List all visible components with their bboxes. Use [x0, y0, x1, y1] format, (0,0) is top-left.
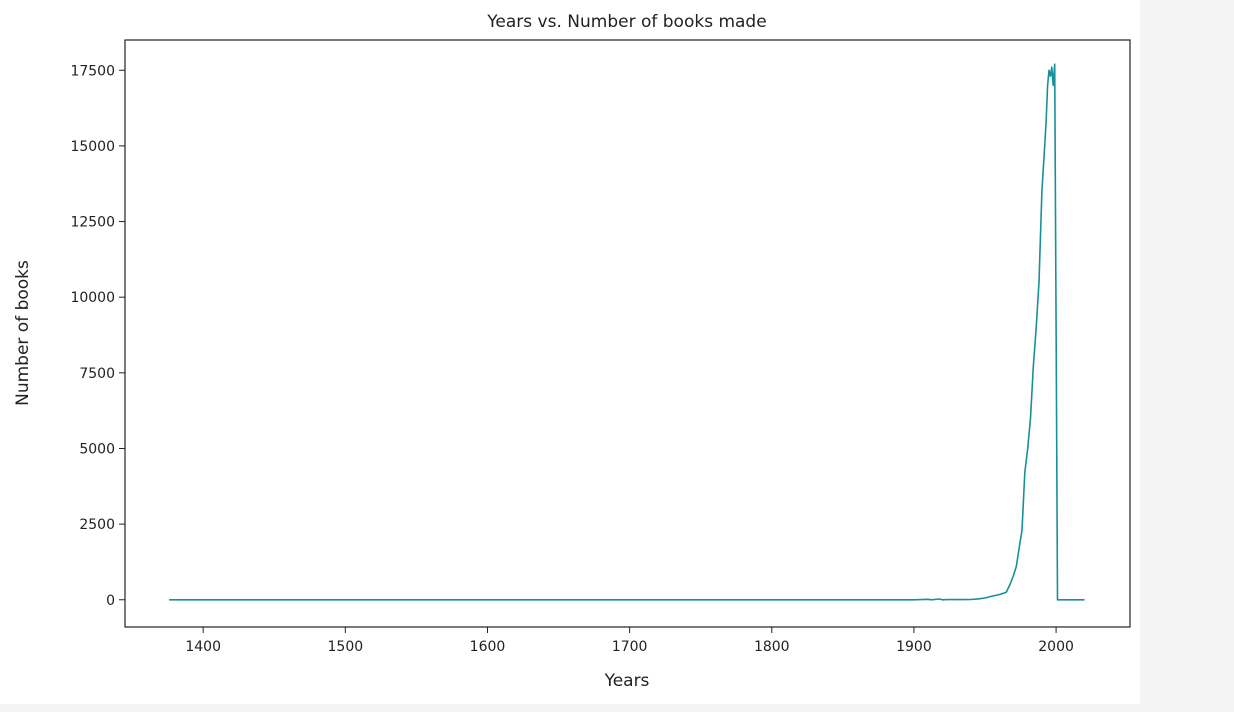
x-tick-label: 1900 [896, 639, 932, 655]
line-chart: Years vs. Number of books made Years Num… [13, 12, 1131, 691]
x-tick-label: 2000 [1038, 639, 1074, 655]
x-tick-label: 1700 [612, 639, 648, 655]
chart-figure: Years vs. Number of books made Years Num… [0, 0, 1140, 704]
y-tick-label: 12500 [70, 215, 115, 231]
plot-area [169, 63, 1085, 601]
plot-frame [124, 39, 1131, 628]
y-axis-label: Number of books [13, 260, 33, 406]
y-tick-label: 15000 [70, 139, 115, 155]
y-tick-label: 0 [106, 593, 115, 609]
y-tick-label: 2500 [79, 517, 115, 533]
chart-title: Years vs. Number of books made [486, 12, 766, 32]
x-tick-label: 1500 [328, 639, 364, 655]
x-tick-label: 1600 [470, 639, 506, 655]
x-tick-label: 1400 [185, 639, 221, 655]
y-tick-label: 7500 [79, 366, 115, 382]
y-tick-label: 5000 [79, 441, 115, 457]
x-tick-label: 1800 [754, 639, 790, 655]
y-tick-label: 10000 [70, 290, 115, 306]
y-tick-label: 17500 [70, 63, 115, 79]
series-line [169, 63, 1085, 601]
x-axis-label: Years [604, 671, 650, 691]
